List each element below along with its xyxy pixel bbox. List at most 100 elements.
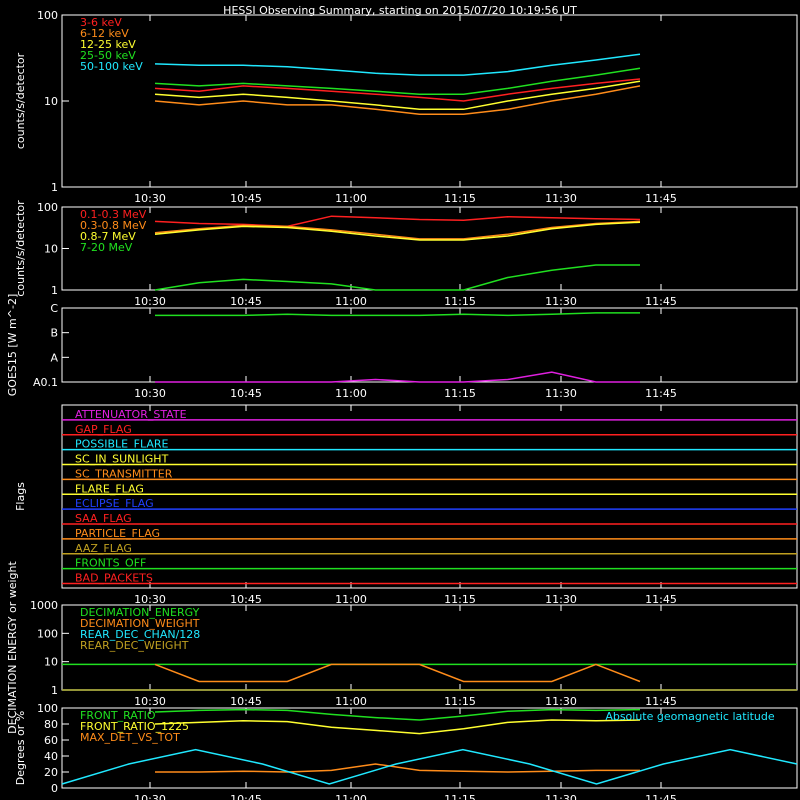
x-tick-label: 11:15 bbox=[444, 387, 476, 400]
legend-entry: 7-20 MeV bbox=[80, 241, 133, 254]
flag-label: AAZ_FLAG bbox=[75, 542, 132, 555]
y-axis-label: GOES15 [W m^-2] bbox=[6, 294, 19, 396]
flag-label: ECLIPSE_FLAG bbox=[75, 497, 154, 510]
x-tick-label: 11:45 bbox=[645, 695, 677, 708]
x-tick-label: 11:15 bbox=[444, 793, 476, 800]
series-line bbox=[154, 67, 641, 95]
legend-entry: 3-6 keV bbox=[80, 16, 122, 29]
series-line bbox=[154, 80, 641, 111]
x-tick-label: 10:45 bbox=[230, 295, 262, 308]
x-tick-label: 11:15 bbox=[444, 192, 476, 205]
x-tick-label: 11:00 bbox=[335, 192, 367, 205]
panel-4: 10:30 10:45 11:00 11:15 11:30 11:45 Flags ATTEN… bbox=[14, 404, 798, 606]
chart-title: HESSI Observing Summary, starting on 201… bbox=[223, 4, 577, 17]
flag-label: PARTICLE_FLAG bbox=[75, 527, 160, 540]
panel-5: 10:30 10:45 11:00 11:15 11:30 11:45 DECIMATION… bbox=[6, 560, 798, 734]
x-tick-label: 10:45 bbox=[230, 695, 262, 708]
x-tick-label: 11:45 bbox=[645, 593, 677, 606]
y-axis-label: DECIMATION ENERGY or weight bbox=[6, 560, 19, 733]
panel-1: 10:30 10:45 11:00 11:15 11:30 11:45 counts/s/d… bbox=[14, 9, 798, 205]
flag-label: SAA_FLAG bbox=[75, 512, 132, 525]
legend-entry: 12-25 keV bbox=[80, 38, 136, 51]
x-tick-label: 10:30 bbox=[134, 593, 166, 606]
panel-frame bbox=[61, 14, 798, 188]
y-tick-label: C bbox=[50, 302, 58, 315]
x-tick-label: 11:00 bbox=[335, 593, 367, 606]
y-tick-label: 60 bbox=[44, 734, 58, 747]
x-tick-label: 10:30 bbox=[134, 695, 166, 708]
annotation-label: Absolute geomagnetic latitude bbox=[605, 710, 775, 723]
legend-entry: MAX_DET_VS_TOT bbox=[80, 731, 180, 744]
panel-frame bbox=[61, 307, 798, 383]
y-tick-label: A bbox=[50, 351, 58, 364]
y-tick-label: 100 bbox=[37, 201, 58, 214]
x-tick-label: 10:30 bbox=[134, 295, 166, 308]
y-tick-label: 10 bbox=[44, 656, 58, 669]
legend-entry: 50-100 keV bbox=[80, 60, 143, 73]
y-tick-label: 10 bbox=[44, 95, 58, 108]
series-line bbox=[154, 78, 641, 102]
legend-entry: FRONT_RATIO bbox=[80, 709, 156, 722]
y-tick-label: 10 bbox=[44, 243, 58, 256]
y-tick-label: A0.1 bbox=[33, 376, 58, 389]
legend-entry: DECIMATION_WEIGHT bbox=[80, 617, 200, 630]
x-tick-label: 10:30 bbox=[134, 387, 166, 400]
x-tick-label: 11:15 bbox=[444, 593, 476, 606]
x-tick-label: 11:30 bbox=[545, 793, 577, 800]
series-line bbox=[154, 221, 641, 241]
x-tick-label: 11:00 bbox=[335, 387, 367, 400]
x-tick-label: 11:00 bbox=[335, 793, 367, 800]
legend-entry: 0.1-0.3 MeV bbox=[80, 208, 147, 221]
panel-3: 10:30 10:45 11:00 11:15 11:30 11:45 GOES15 [W … bbox=[6, 294, 798, 400]
y-tick-label: 1 bbox=[51, 181, 58, 194]
x-tick-label: 11:45 bbox=[645, 387, 677, 400]
x-tick-label: 11:00 bbox=[335, 695, 367, 708]
y-tick-label: 100 bbox=[37, 9, 58, 22]
legend-entry: FRONT_RATIO_1225 bbox=[80, 720, 189, 733]
y-tick-label: 100 bbox=[37, 702, 58, 715]
y-axis-label: counts/s/detector bbox=[14, 200, 27, 297]
flag-label: FRONTS_OFF bbox=[75, 557, 146, 570]
x-tick-label: 10:45 bbox=[230, 387, 262, 400]
legend-entry: REAR_DEC_CHAN/128 bbox=[80, 628, 200, 641]
flag-label: FLARE_FLAG bbox=[75, 482, 144, 495]
y-tick-label: 20 bbox=[44, 766, 58, 779]
x-tick-label: 11:45 bbox=[645, 192, 677, 205]
x-tick-label: 11:30 bbox=[545, 593, 577, 606]
y-tick-label: 1000 bbox=[30, 599, 58, 612]
legend-entry: DECIMATION_ENERGY bbox=[80, 606, 200, 619]
x-tick-label: 11:45 bbox=[645, 295, 677, 308]
x-tick-label: 11:15 bbox=[444, 695, 476, 708]
x-tick-label: 11:30 bbox=[545, 387, 577, 400]
legend-entry: 6-12 keV bbox=[80, 27, 129, 40]
flag-label: ATTENUATOR_STATE bbox=[75, 408, 187, 421]
flag-label: BAD_PACKETS bbox=[75, 572, 153, 585]
panel-6: 10:30 10:45 11:00 11:15 11:30 11:45 Degrees or… bbox=[14, 702, 798, 800]
series-line bbox=[154, 719, 641, 735]
legend-entry: 0.3-0.8 MeV bbox=[80, 219, 147, 232]
panel-frame bbox=[61, 404, 798, 589]
series-line bbox=[155, 371, 640, 383]
panel-2: 10:30 10:45 11:00 11:15 11:30 11:45 counts/s/d… bbox=[14, 200, 798, 308]
series-line bbox=[154, 220, 641, 240]
x-tick-label: 10:30 bbox=[134, 793, 166, 800]
legend-entry: 25-50 keV bbox=[80, 49, 136, 62]
series-line bbox=[154, 85, 641, 116]
x-tick-label: 11:15 bbox=[444, 295, 476, 308]
panel-frame bbox=[61, 707, 798, 789]
series-line bbox=[154, 264, 640, 291]
x-tick-label: 11:00 bbox=[335, 295, 367, 308]
x-tick-label: 10:45 bbox=[230, 793, 262, 800]
x-tick-label: 11:45 bbox=[645, 793, 677, 800]
y-axis-label: counts/s/detector bbox=[14, 52, 27, 149]
y-tick-label: 1 bbox=[51, 284, 58, 297]
series-line bbox=[154, 663, 641, 683]
y-tick-label: 80 bbox=[44, 718, 58, 731]
flag-label: SC_IN_SUNLIGHT bbox=[75, 453, 169, 466]
y-tick-label: 1 bbox=[51, 684, 58, 697]
y-tick-label: 0 bbox=[51, 782, 58, 795]
y-axis-label: Flags bbox=[14, 482, 27, 511]
y-axis-label: Degrees or % bbox=[14, 711, 27, 785]
series-line bbox=[155, 312, 640, 317]
y-tick-label: B bbox=[50, 327, 58, 340]
